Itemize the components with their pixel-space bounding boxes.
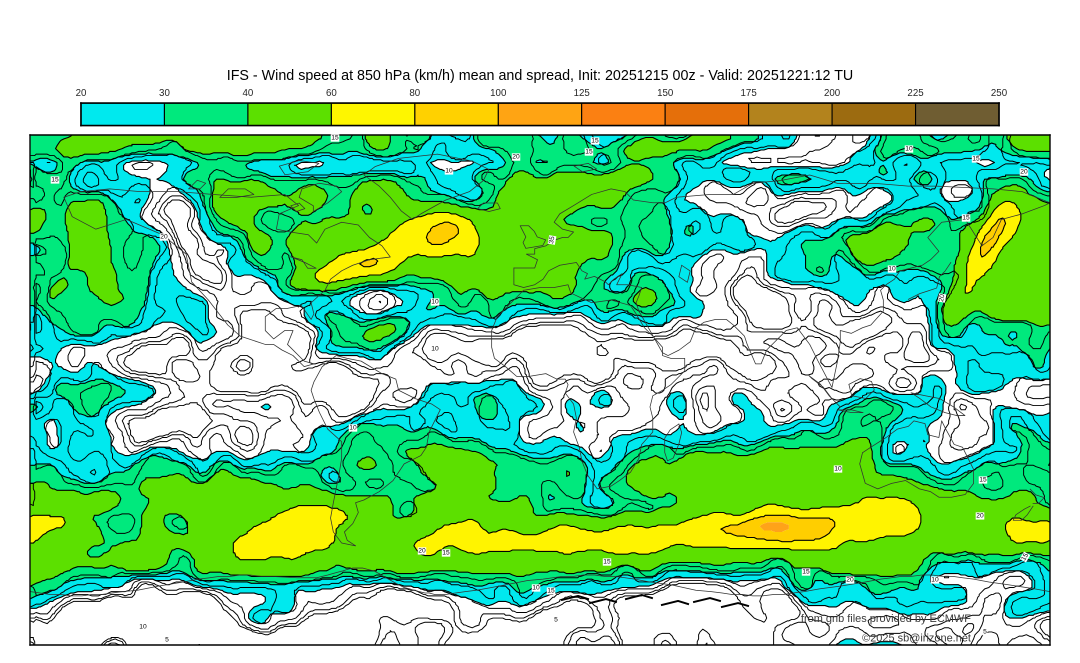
- svg-text:80: 80: [409, 88, 420, 99]
- svg-text:15: 15: [979, 477, 987, 484]
- svg-text:5: 5: [165, 637, 169, 644]
- svg-text:10: 10: [931, 577, 939, 584]
- svg-text:10: 10: [445, 168, 453, 175]
- svg-text:20: 20: [938, 293, 946, 302]
- svg-text:20: 20: [976, 513, 984, 520]
- svg-text:10: 10: [139, 624, 147, 631]
- svg-text:10: 10: [431, 346, 439, 353]
- svg-text:100: 100: [490, 88, 507, 99]
- svg-text:IFS - Wind speed at 850 hPa (k: IFS - Wind speed at 850 hPa (km/h) mean …: [227, 68, 854, 84]
- svg-text:150: 150: [657, 88, 674, 99]
- svg-text:30: 30: [159, 88, 170, 99]
- svg-text:225: 225: [907, 88, 923, 99]
- svg-text:60: 60: [326, 88, 337, 99]
- svg-text:15: 15: [972, 156, 980, 163]
- svg-text:20: 20: [76, 88, 87, 99]
- svg-text:15: 15: [585, 149, 593, 156]
- svg-text:15: 15: [1020, 552, 1030, 562]
- svg-text:250: 250: [991, 88, 1008, 99]
- svg-text:40: 40: [243, 88, 254, 99]
- svg-text:5: 5: [983, 629, 987, 636]
- svg-text:20: 20: [418, 548, 426, 555]
- svg-text:15: 15: [962, 215, 970, 222]
- svg-text:10: 10: [888, 266, 896, 273]
- svg-text:20: 20: [1020, 169, 1028, 176]
- svg-text:10: 10: [431, 299, 439, 306]
- svg-text:10: 10: [905, 146, 913, 153]
- svg-text:200: 200: [824, 88, 841, 99]
- svg-text:10: 10: [532, 585, 540, 592]
- svg-text:20: 20: [512, 154, 520, 161]
- svg-text:15: 15: [331, 135, 339, 142]
- svg-text:175: 175: [741, 88, 757, 99]
- svg-text:©2025 sb@irizone.net: ©2025 sb@irizone.net: [862, 633, 971, 645]
- svg-text:20: 20: [160, 234, 168, 241]
- svg-text:35: 35: [548, 235, 556, 244]
- svg-text:15: 15: [603, 559, 611, 566]
- svg-text:125: 125: [574, 88, 590, 99]
- svg-text:from grib files provided by EC: from grib files provided by ECMWF: [801, 613, 971, 625]
- svg-text:15: 15: [547, 588, 555, 595]
- svg-text:15: 15: [591, 138, 599, 145]
- svg-text:10: 10: [349, 425, 357, 432]
- svg-text:20: 20: [846, 577, 854, 584]
- svg-text:15: 15: [442, 550, 450, 557]
- svg-text:5: 5: [554, 617, 558, 624]
- svg-text:15: 15: [51, 177, 59, 184]
- svg-text:15: 15: [802, 569, 810, 576]
- svg-text:10: 10: [834, 466, 842, 473]
